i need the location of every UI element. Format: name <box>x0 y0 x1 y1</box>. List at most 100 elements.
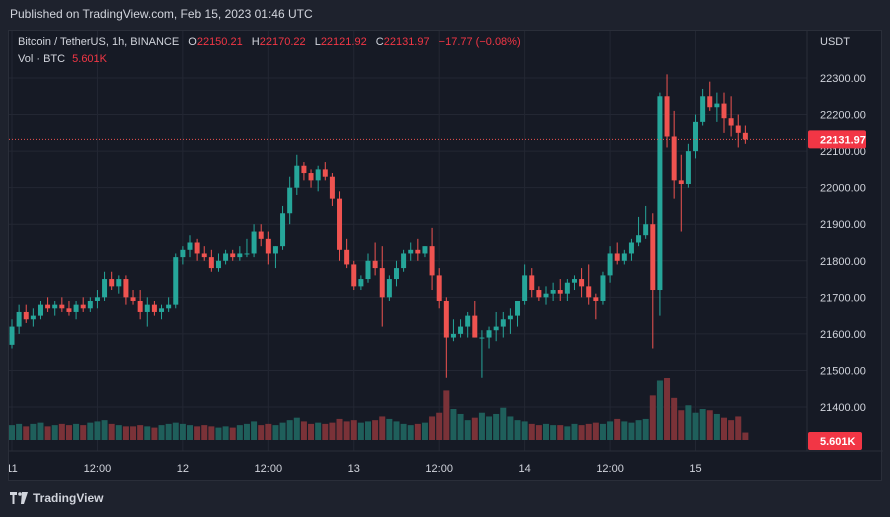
volume-bar <box>87 422 94 440</box>
volume-bar <box>436 412 443 440</box>
volume-bar <box>37 422 44 440</box>
volume-bar <box>571 423 578 440</box>
candle-body <box>66 308 72 312</box>
volume-bar <box>692 412 699 440</box>
volume-bar <box>108 423 115 440</box>
candle-body <box>30 315 36 320</box>
candle-body <box>258 231 264 239</box>
candle-body <box>322 169 328 177</box>
candle-body <box>45 304 51 309</box>
volume-bar <box>535 425 542 440</box>
candle-body <box>237 253 243 258</box>
volume-bar <box>735 416 742 440</box>
low-key: L <box>314 36 321 48</box>
candle-body <box>294 165 300 188</box>
candle-body <box>137 300 143 312</box>
candle-body <box>109 279 115 287</box>
candle-body <box>507 315 513 320</box>
candle-body <box>287 187 293 214</box>
candle-body <box>450 333 456 338</box>
candle-body <box>664 96 670 137</box>
candle-body <box>59 304 65 309</box>
candle-body <box>529 275 535 291</box>
price-tick-label: 21400.00 <box>820 402 866 414</box>
tradingview-brand-text: TradingView <box>33 491 104 505</box>
candle-body <box>52 304 58 309</box>
candle-body <box>650 224 656 291</box>
time-tick-label: 12:00 <box>425 463 453 475</box>
candle-body <box>301 165 307 174</box>
volume-bar <box>187 425 193 440</box>
volume-bar <box>528 423 535 440</box>
candle-body <box>251 231 257 254</box>
price-tick-label: 21500.00 <box>820 365 866 377</box>
volume-bar <box>172 422 179 440</box>
price-tick-label: 22100.00 <box>820 146 866 158</box>
volume-bar <box>450 409 457 440</box>
volume-bar <box>414 423 421 440</box>
candle-body <box>358 279 364 287</box>
candle-body <box>272 246 278 254</box>
volume-bar <box>635 420 642 440</box>
candle-body <box>208 257 214 269</box>
volume-bar <box>44 426 51 440</box>
candle-body <box>80 304 86 309</box>
volume-bar <box>315 422 322 440</box>
candle-body <box>223 253 229 261</box>
volume-bar <box>621 421 628 440</box>
candle-body <box>23 311 29 320</box>
candle-body <box>486 330 492 338</box>
candle-body <box>443 300 449 338</box>
volume-bar <box>614 418 621 440</box>
volume-bar <box>343 421 350 440</box>
candle-body <box>230 253 236 258</box>
symbol-label[interactable]: Bitcoin / TetherUS, 1h, BINANCE <box>18 36 180 48</box>
candle-body <box>700 96 706 122</box>
candle-body <box>87 300 93 309</box>
candle-body <box>436 275 442 301</box>
candle-body <box>600 275 606 301</box>
volume-key[interactable]: Vol · BTC <box>18 53 66 65</box>
volume-bar <box>500 407 507 440</box>
volume-bar <box>649 395 656 440</box>
volume-bar <box>721 417 727 440</box>
candle-body <box>536 290 542 298</box>
candle-body <box>201 253 207 258</box>
volume-bar <box>130 426 137 440</box>
candle-body <box>415 249 421 254</box>
volume-bar <box>194 426 201 440</box>
volume-bar <box>300 421 307 440</box>
volume-bar <box>201 425 208 440</box>
candle-body <box>365 260 371 280</box>
chart-frame[interactable]: USDT 22300.00 22200.00 22100.00 22000.00 2190… <box>8 30 883 482</box>
volume-bar <box>592 422 599 440</box>
candle-body <box>543 293 549 298</box>
volume-bar <box>550 425 557 440</box>
volume-bar <box>471 417 478 440</box>
candle-body <box>671 136 677 181</box>
volume-bar <box>286 420 293 440</box>
candle-body <box>721 103 727 119</box>
volume-bar <box>564 426 571 440</box>
volume-bar <box>443 390 450 440</box>
candle-body <box>386 279 392 298</box>
candle-body <box>116 279 122 287</box>
tradingview-logo[interactable]: TradingView <box>10 491 103 505</box>
candlestick-chart[interactable]: USDT 22300.00 22200.00 22100.00 22000.00 2190… <box>9 31 883 482</box>
volume-bar <box>728 420 735 440</box>
volume-bar <box>393 421 400 440</box>
volume-bar <box>308 423 315 440</box>
candle-body <box>130 297 136 301</box>
volume-bar <box>514 420 521 440</box>
published-text: Published on TradingView.com, Feb 15, 20… <box>10 7 313 21</box>
volume-bar <box>372 420 379 440</box>
candle-body <box>707 96 713 108</box>
bottom-bar <box>0 481 890 517</box>
volume-bar <box>73 423 80 440</box>
candle-body <box>16 311 22 327</box>
candle-body <box>678 180 684 185</box>
volume-legend: Vol · BTC 5.601K <box>18 53 107 65</box>
volume-bar <box>51 425 58 440</box>
volume-bar <box>94 421 101 440</box>
volume-bar <box>521 421 528 440</box>
